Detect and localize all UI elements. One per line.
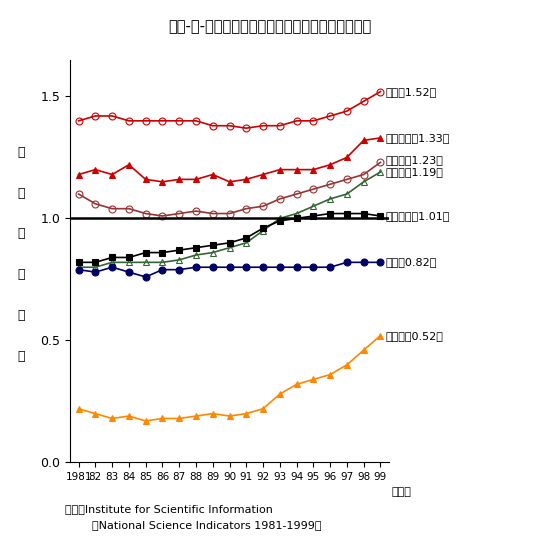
Text: 対: 対 <box>18 187 25 200</box>
Text: イギリス（1.33）: イギリス（1.33） <box>386 133 450 143</box>
Text: カナダ（1.23）: カナダ（1.23） <box>386 155 443 165</box>
Text: 第２-３-２図　主要国の論文の相対被引用度の推移: 第２-３-２図 主要国の論文の相対被引用度の推移 <box>168 19 372 34</box>
Text: 相: 相 <box>18 146 25 159</box>
Text: 用: 用 <box>18 309 25 322</box>
Text: ドイツ（1.19）: ドイツ（1.19） <box>386 167 443 177</box>
Text: 「National Science Indicators 1981-1999」: 「National Science Indicators 1981-1999」 <box>92 521 321 530</box>
Text: 米国（1.52）: 米国（1.52） <box>386 86 437 96</box>
Text: 度: 度 <box>18 350 25 363</box>
Text: 資料：Institute for Scientific Information: 資料：Institute for Scientific Information <box>65 504 273 514</box>
Text: フランス（1.01）: フランス（1.01） <box>386 211 450 221</box>
Text: ロシア（0.52）: ロシア（0.52） <box>386 331 443 341</box>
Text: 日本（0.82）: 日本（0.82） <box>386 257 437 267</box>
Text: （年）: （年） <box>392 486 412 497</box>
Text: 被: 被 <box>18 227 25 240</box>
Text: 引: 引 <box>18 268 25 281</box>
